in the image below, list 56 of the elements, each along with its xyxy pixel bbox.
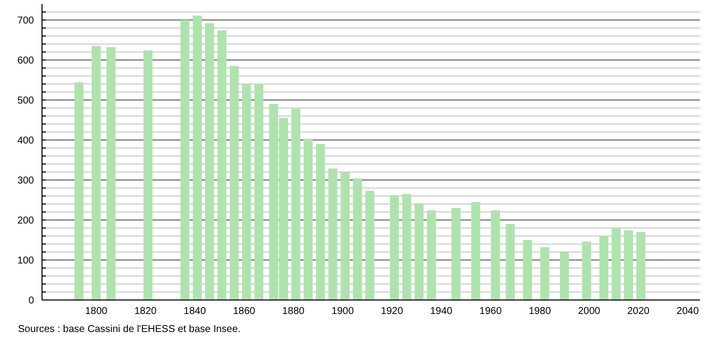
bar — [242, 84, 252, 300]
bar — [522, 240, 532, 300]
bar — [328, 168, 338, 300]
x-tick-label: 1960 — [479, 306, 502, 317]
bar — [612, 228, 621, 300]
bar — [402, 194, 412, 300]
y-tick-label: 500 — [17, 96, 34, 106]
bar — [426, 210, 436, 300]
x-tick-label: 2020 — [627, 306, 650, 317]
bar — [254, 84, 264, 300]
x-tick-label: 1880 — [282, 306, 305, 317]
bar — [540, 247, 550, 300]
x-tick-label: 1800 — [85, 306, 108, 317]
bar — [316, 144, 325, 300]
bar — [92, 46, 101, 300]
bar — [599, 236, 608, 300]
x-tick-label: 2040 — [676, 306, 700, 317]
x-tick-label: 1860 — [232, 306, 256, 317]
y-tick-label: 600 — [17, 56, 34, 66]
bar — [624, 230, 634, 300]
source-note: Sources : base Cassini de l'EHESS et base Insee. — [18, 324, 241, 335]
bar — [230, 66, 239, 300]
bar — [452, 208, 461, 300]
x-tick-label: 1900 — [332, 306, 354, 317]
bar — [560, 252, 569, 300]
bar — [471, 202, 480, 300]
bar — [180, 20, 190, 300]
bar — [205, 23, 214, 300]
bar — [352, 178, 362, 300]
y-tick-label: 400 — [17, 136, 34, 146]
y-tick-label: 300 — [17, 176, 34, 186]
x-tick-label: 1980 — [528, 306, 552, 317]
y-tick-label: 0 — [28, 296, 34, 306]
x-tick-label: 1940 — [430, 306, 453, 317]
bar — [192, 16, 202, 300]
bar — [582, 242, 592, 300]
bar — [414, 203, 424, 300]
bar — [291, 108, 300, 300]
x-tick-label: 2000 — [578, 306, 601, 317]
y-tick-label: 100 — [17, 256, 34, 266]
bar — [506, 224, 515, 300]
bar — [340, 172, 350, 300]
bar — [304, 138, 313, 300]
bar — [636, 232, 646, 300]
bar — [217, 30, 226, 300]
bar — [365, 190, 374, 300]
bar — [390, 195, 399, 300]
x-tick-label: 1920 — [380, 306, 404, 317]
bar — [490, 210, 500, 300]
x-tick-label: 1820 — [134, 306, 158, 317]
y-tick-label: 700 — [17, 16, 34, 26]
x-tick-label: 1840 — [184, 306, 206, 317]
bar — [106, 47, 116, 300]
bar — [143, 50, 152, 300]
bar — [74, 82, 84, 300]
y-tick-label: 200 — [17, 216, 34, 226]
